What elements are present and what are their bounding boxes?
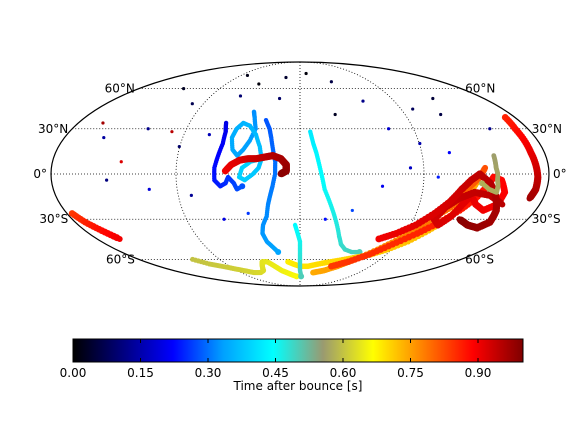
latitude-label-left: 60°S: [106, 252, 135, 266]
latitude-label-left: 60°N: [105, 82, 135, 96]
data-point: [431, 96, 435, 101]
data-point: [207, 133, 211, 137]
latitude-label-left: 30°N: [38, 122, 68, 136]
latitude-label-right: 0°: [553, 167, 567, 181]
data-point: [119, 160, 123, 164]
data-point: [284, 75, 288, 80]
data-point: [386, 127, 391, 131]
data-point: [147, 187, 151, 191]
data-point: [277, 96, 282, 101]
colorbar-tick-label: 0.90: [465, 366, 492, 380]
data-point: [436, 175, 440, 179]
track-point: [275, 249, 282, 256]
latitude-label-right: 60°N: [465, 82, 495, 96]
map-panel: 60°N 60°N 30°N 30°N 0° 0° 30°S 30°S 60°S 60°S: [33, 61, 567, 287]
data-point: [257, 82, 261, 86]
data-point: [102, 135, 106, 140]
data-point: [245, 73, 250, 78]
data-point: [105, 178, 109, 182]
colorbar-label: Time after bounce [s]: [233, 379, 363, 393]
latitude-labels: 60°N 60°N 30°N 30°N 0° 0° 30°S 30°S 60°S 60°S: [33, 82, 566, 267]
data-point: [447, 150, 451, 155]
data-point: [418, 141, 422, 146]
colorbar-tick-label: 0.75: [397, 366, 424, 380]
track-point: [499, 201, 506, 208]
data-point: [101, 121, 105, 125]
inner-circle-line: [175, 61, 425, 287]
track-point: [526, 195, 533, 202]
data-point: [408, 166, 413, 170]
data-point: [380, 184, 385, 188]
data-point: [189, 193, 193, 198]
data-point: [222, 217, 226, 221]
data-point: [333, 112, 337, 117]
track-point: [478, 180, 485, 187]
colorbar-tick-label: 0.45: [262, 366, 289, 380]
data-point: [170, 130, 174, 134]
data-point: [329, 80, 333, 84]
data-point: [246, 211, 250, 215]
colorbar-tick-label: 0.60: [330, 366, 357, 380]
map-border: [50, 61, 550, 287]
data-point: [439, 112, 443, 117]
latitude-label-right: 30°S: [532, 212, 561, 226]
data-point: [411, 107, 415, 111]
colorbar-tick-label: 0.15: [127, 366, 154, 380]
data-point: [361, 99, 365, 103]
colorbar: 0.00 0.15 0.30 0.45 0.60 0.75 0.90 Time after …: [60, 338, 524, 393]
data-points: [68, 71, 542, 280]
track-point: [116, 235, 123, 242]
latitude-label-right: 30°N: [532, 122, 562, 136]
track-point: [277, 171, 284, 177]
data-point: [350, 208, 354, 213]
data-point: [182, 87, 186, 91]
latitude-label-left: 0°: [33, 167, 47, 181]
track-point: [239, 183, 246, 190]
colorbar-gradient: [72, 338, 524, 363]
data-point: [190, 102, 194, 106]
track-point: [482, 164, 489, 171]
data-point: [488, 127, 492, 131]
data-point: [323, 217, 327, 221]
data-point: [146, 127, 150, 131]
colorbar-tick-label: 0.00: [60, 366, 87, 380]
colorbar-tick-label: 0.30: [195, 366, 222, 380]
track-point: [456, 216, 463, 223]
track-point: [293, 273, 300, 280]
data-point: [238, 94, 243, 98]
latitude-label-left: 30°S: [39, 212, 68, 226]
track-point: [298, 273, 305, 280]
data-point: [304, 71, 308, 76]
colorbar-ticks: 0.00 0.15 0.30 0.45 0.60 0.75 0.90: [60, 339, 492, 380]
latitude-label-right: 60°S: [465, 252, 494, 266]
data-point: [177, 144, 181, 149]
